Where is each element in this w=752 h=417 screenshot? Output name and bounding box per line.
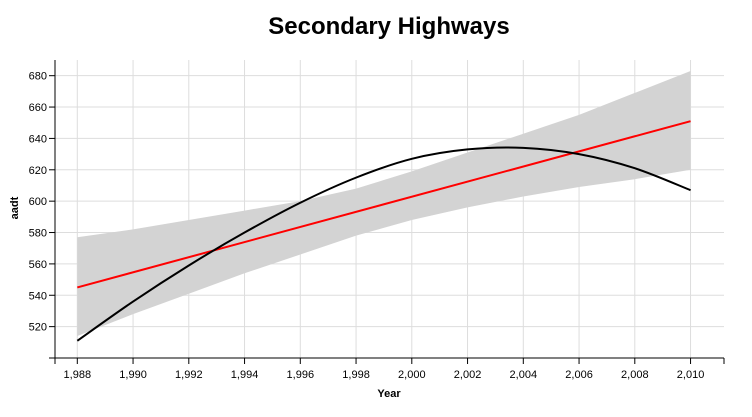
x-axis-label: Year	[377, 388, 401, 400]
axes: 1,988 1,990 1,992 1,994 1,996 1,998 2,000 2,002…	[29, 60, 725, 381]
y-tick-label: 640	[29, 133, 47, 145]
x-tick-label: 1,990	[119, 369, 147, 381]
y-tick-label: 520	[29, 322, 47, 334]
x-tick-label: 2,004	[510, 369, 538, 381]
x-tick-label: 2,002	[454, 369, 482, 381]
x-tick-label: 2,006	[565, 369, 593, 381]
x-tick-label: 2,008	[621, 369, 649, 381]
x-tick-label: 1,992	[175, 369, 203, 381]
y-tick-label: 660	[29, 102, 47, 114]
series-layer	[76, 120, 691, 342]
linear-fit-line	[77, 120, 691, 289]
y-tick-label: 600	[29, 196, 47, 208]
y-tick-label: 580	[29, 228, 47, 240]
x-tick-label: 1,988	[64, 369, 92, 381]
x-tick-label: 2,010	[677, 369, 705, 381]
x-tick-label: 1,996	[287, 369, 315, 381]
x-tick-label: 2,000	[398, 369, 426, 381]
chart-title: Secondary Highways	[268, 13, 509, 40]
y-tick-label: 560	[29, 259, 47, 271]
x-tick-label: 1,998	[342, 369, 370, 381]
y-tick-label: 680	[29, 71, 47, 83]
y-tick-label: 540	[29, 290, 47, 302]
y-tick-label: 620	[29, 165, 47, 177]
smooth-fit-line	[76, 146, 691, 342]
y-axis-label: aadt	[9, 196, 21, 219]
x-tick-label: 1,994	[231, 369, 259, 381]
